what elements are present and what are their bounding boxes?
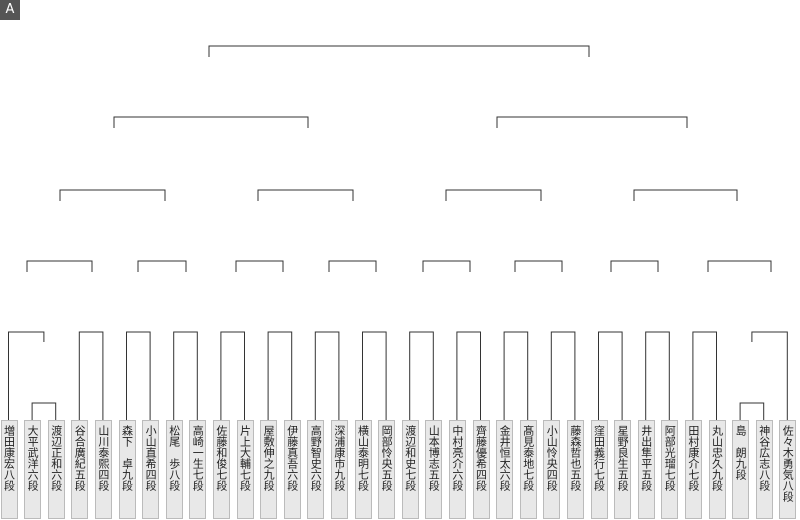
player-name: 森下 卓九段 — [118, 420, 136, 519]
bracket-line — [707, 260, 772, 272]
player-name: 齊藤優希四段 — [472, 420, 490, 519]
bracket-line — [220, 331, 245, 420]
player-name: 高野智史六段 — [307, 420, 325, 519]
player-name: 渡辺和史七段 — [401, 420, 419, 519]
player-name: 神谷広志八段 — [755, 420, 773, 519]
bracket-line — [692, 331, 717, 420]
player-name: 屋敷伸之九段 — [260, 420, 278, 519]
bracket-line — [314, 331, 340, 420]
bracket-line — [610, 260, 659, 272]
bracket-line — [78, 331, 104, 420]
player-name: 井出隼平五段 — [637, 420, 655, 519]
player-name: 小山直希四段 — [142, 420, 160, 519]
player-name: 星野良生五段 — [614, 420, 632, 519]
bracket-line — [550, 331, 576, 420]
player-name: 谷合廣紀五段 — [71, 420, 89, 519]
player-name: 佐藤和俊七段 — [212, 420, 230, 519]
player-name: 山本博志五段 — [425, 420, 443, 519]
player-name: 佐々木勇気八段 — [779, 420, 797, 519]
bracket-line — [235, 260, 284, 272]
bracket-line — [445, 189, 542, 201]
player-name: 藤森哲也五段 — [566, 420, 584, 519]
bracket-line — [113, 116, 309, 128]
player-name: 深浦康市九段 — [330, 420, 348, 519]
bracket-line — [126, 331, 151, 420]
player-name: 中村亮介六段 — [448, 420, 466, 519]
player-name: 金井恒太六段 — [496, 420, 514, 519]
bracket-line — [409, 331, 434, 420]
bracket-line — [503, 331, 529, 420]
bracket-line — [328, 260, 377, 272]
bracket-line — [496, 116, 688, 128]
bracket-line — [598, 331, 623, 420]
player-name: 伊藤真吾六段 — [283, 420, 301, 519]
bracket-line — [645, 331, 670, 420]
bracket-line — [257, 189, 354, 201]
bracket-line — [362, 331, 387, 420]
bracket-line — [267, 331, 293, 420]
player-name: 阿部光瑠七段 — [661, 420, 679, 519]
bracket-line — [208, 45, 590, 57]
player-name: 片上大輔七段 — [236, 420, 254, 519]
bracket-line — [8, 331, 45, 420]
player-name: 髙見泰地七段 — [519, 420, 537, 519]
player-name: 窪田義行七段 — [590, 420, 608, 519]
player-name: 増田康宏八段 — [0, 420, 18, 519]
bracket-line — [26, 260, 93, 272]
player-name: 島 朗九段 — [732, 420, 750, 519]
player-name: 小山怜央四段 — [543, 420, 561, 519]
block-label: A — [0, 0, 20, 20]
player-name: 松尾 歩八段 — [165, 420, 183, 519]
bracket-line — [456, 331, 481, 420]
bracket-line — [751, 331, 788, 420]
bracket-line — [173, 331, 198, 420]
bracket-line — [59, 189, 166, 201]
bracket-line — [422, 260, 471, 272]
player-name: 丸山忠久九段 — [708, 420, 726, 519]
player-name: 田村康介七段 — [684, 420, 702, 519]
bracket-line — [137, 260, 187, 272]
player-name: 横山泰明七段 — [354, 420, 372, 519]
player-name: 山川泰熙四段 — [94, 420, 112, 519]
player-name: 渡辺正和六段 — [47, 420, 65, 519]
bracket-line — [31, 402, 57, 420]
player-name: 大平武洋六段 — [24, 420, 42, 519]
player-name: 高崎一生七段 — [189, 420, 207, 519]
bracket-line — [514, 260, 563, 272]
bracket-line — [633, 189, 738, 201]
player-name: 岡部怜央五段 — [378, 420, 396, 519]
bracket-line — [739, 402, 765, 420]
